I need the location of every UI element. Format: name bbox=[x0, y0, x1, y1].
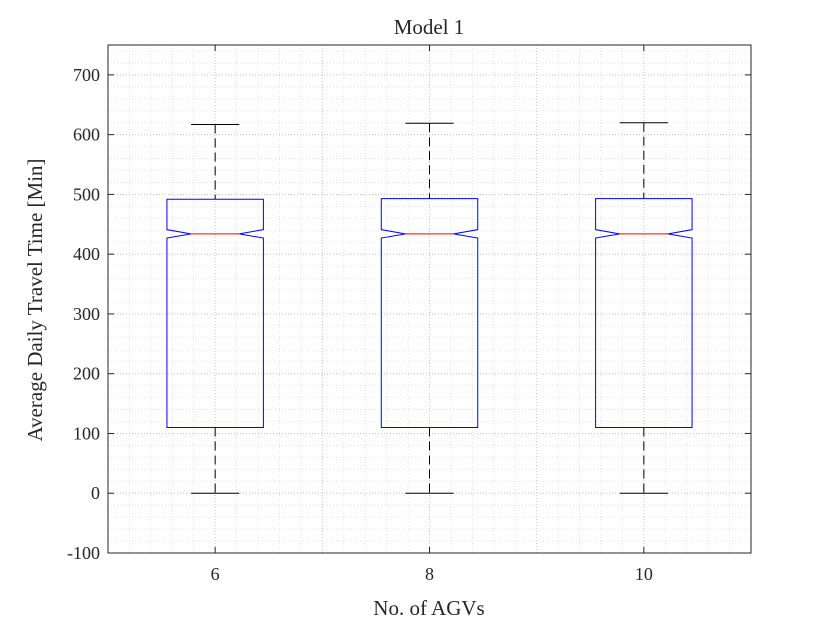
y-tick-label: 700 bbox=[73, 65, 100, 85]
y-tick-label: 0 bbox=[91, 483, 100, 503]
y-tick-label: 300 bbox=[73, 304, 100, 324]
y-tick-label: 100 bbox=[73, 423, 100, 443]
x-tick-label: 10 bbox=[635, 564, 653, 584]
y-tick-label: 200 bbox=[73, 364, 100, 384]
x-axis-label: No. of AGVs bbox=[373, 596, 484, 620]
x-tick-label: 8 bbox=[425, 564, 434, 584]
y-tick-label: 400 bbox=[73, 244, 100, 264]
box-10 bbox=[595, 198, 693, 428]
axes: -100 0 100 200 300 400 500 600 700 6 8 10 bbox=[67, 44, 752, 584]
x-tick-label: 6 bbox=[211, 564, 220, 584]
y-tick-label: -100 bbox=[67, 543, 100, 563]
y-axis-label: Average Daily Travel Time [Min] bbox=[23, 158, 47, 441]
box-8 bbox=[380, 198, 479, 428]
chart-title: Model 1 bbox=[394, 15, 465, 39]
y-tick-label: 500 bbox=[73, 184, 100, 204]
boxes bbox=[166, 122, 693, 494]
box-6 bbox=[166, 198, 264, 428]
y-tick-label: 600 bbox=[73, 125, 100, 145]
